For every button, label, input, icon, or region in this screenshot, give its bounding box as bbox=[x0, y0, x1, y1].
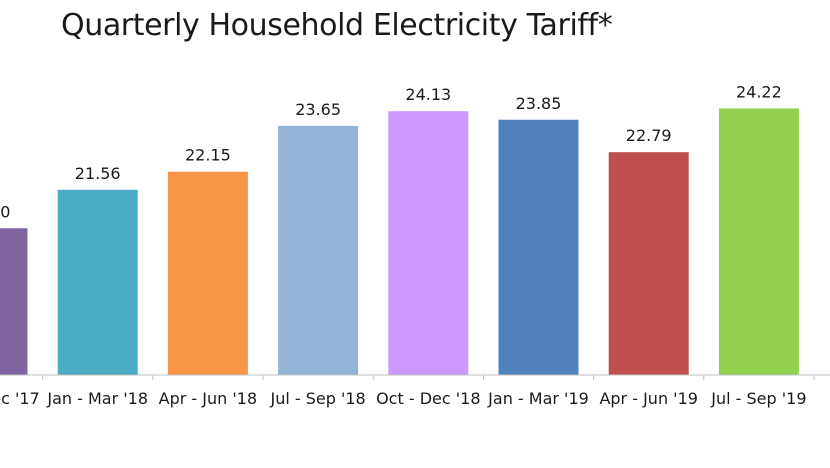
bar-6 bbox=[608, 152, 689, 375]
bars-group bbox=[0, 108, 799, 376]
bar-3 bbox=[278, 125, 359, 375]
x-tick-label-5: Jan - Mar '19 bbox=[487, 389, 589, 408]
value-label-0: 20.30 bbox=[0, 202, 10, 221]
value-label-1: 21.56 bbox=[75, 164, 121, 183]
value-labels-group: 20.30 21.56 22.15 23.65 24.13 23.85 22.79 24.22 bbox=[0, 82, 782, 221]
x-tick-label-2: Apr - Jun '18 bbox=[159, 389, 257, 408]
bar-0 bbox=[0, 228, 28, 375]
value-label-2: 22.15 bbox=[185, 146, 231, 165]
value-label-3: 23.65 bbox=[295, 100, 341, 119]
value-label-7: 24.22 bbox=[736, 82, 782, 101]
x-tick-label-0: Oct - Dec '17 bbox=[0, 389, 40, 408]
value-label-4: 24.13 bbox=[405, 85, 451, 104]
bar-7 bbox=[718, 108, 799, 375]
bar-5 bbox=[498, 119, 579, 376]
value-label-5: 23.85 bbox=[516, 94, 562, 113]
chart-title: Quarterly Household Electricity Tariff* bbox=[61, 8, 613, 43]
bar-4 bbox=[388, 111, 469, 375]
x-tick-label-6: Apr - Jun '19 bbox=[599, 389, 697, 408]
value-label-6: 22.79 bbox=[626, 126, 672, 145]
x-tick-label-1: Jan - Mar '18 bbox=[46, 389, 148, 408]
bar-2 bbox=[167, 171, 248, 375]
x-tick-label-3: Jul - Sep '18 bbox=[269, 389, 365, 408]
bar-1 bbox=[57, 189, 138, 375]
x-tick-label-7: Jul - Sep '19 bbox=[710, 389, 806, 408]
x-axis-tick-labels: Oct - Dec '17 Jan - Mar '18 Apr - Jun '18 J… bbox=[0, 389, 807, 408]
x-axis-ticks bbox=[42, 375, 815, 380]
x-tick-label-4: Oct - Dec '18 bbox=[376, 389, 480, 408]
